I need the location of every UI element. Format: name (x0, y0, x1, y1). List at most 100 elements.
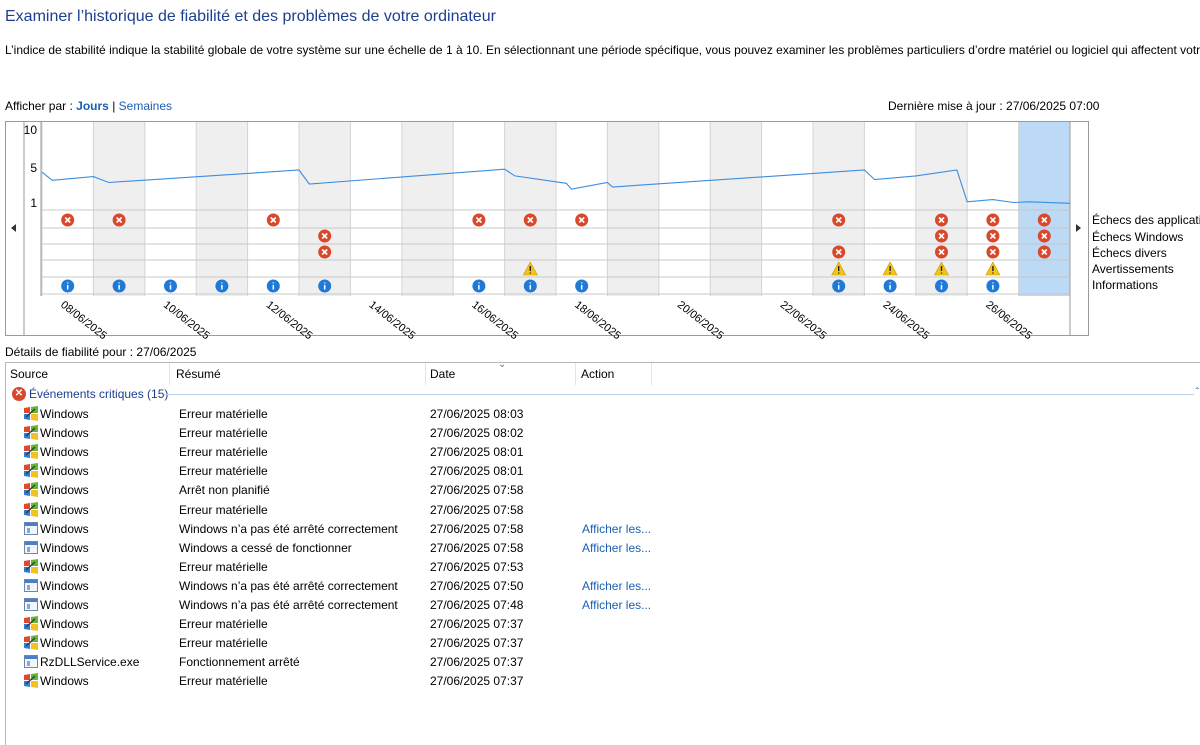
day-column[interactable] (453, 122, 505, 296)
row-summary: Erreur matérielle (179, 426, 268, 441)
error-cross (321, 248, 328, 256)
day-column[interactable] (144, 122, 197, 296)
day-column[interactable] (42, 122, 94, 296)
table-row[interactable]: Windows Erreur matérielle 27/06/2025 07:58 (6, 500, 1200, 519)
row-summary: Arrêt non planifié (179, 483, 270, 498)
row-action-link[interactable]: Afficher les... (582, 521, 652, 536)
group-critical-events[interactable]: ✕ Événements critiques (15) (12, 385, 1194, 403)
table-row[interactable]: Windows Erreur matérielle 27/06/2025 08:01 (6, 461, 1200, 480)
error-cross (116, 216, 123, 224)
collapse-chevron-icon[interactable]: ˆ (1195, 387, 1199, 398)
row-summary: Erreur matérielle (179, 464, 268, 479)
application-window-icon (24, 540, 38, 554)
row-action-link[interactable]: Afficher les... (582, 598, 652, 612)
scroll-right-icon[interactable] (1076, 224, 1081, 232)
row-date: 27/06/2025 07:58 (430, 521, 524, 536)
row-source: Windows (40, 464, 89, 479)
day-column[interactable] (607, 122, 659, 296)
windows-flag-icon (24, 406, 38, 421)
error-cross (938, 232, 945, 240)
page-description: L’indice de stabilité indique la stabili… (5, 43, 1200, 57)
error-cross (835, 248, 842, 256)
row-date: 27/06/2025 07:53 (430, 559, 524, 574)
row-date: 27/06/2025 07:37 (430, 617, 524, 632)
row-date: 27/06/2025 07:58 (430, 540, 524, 555)
table-row[interactable]: Windows Erreur matérielle 27/06/2025 08:01 (6, 442, 1200, 461)
row-summary: Erreur matérielle (179, 445, 268, 460)
windows-flag-icon (24, 444, 38, 460)
day-column[interactable] (710, 122, 762, 296)
day-column[interactable] (93, 122, 145, 296)
table-row[interactable]: Windows Windows n’a pas été arrêté correc… (6, 576, 1200, 595)
application-window-icon (24, 521, 38, 535)
table-row[interactable]: Windows Erreur matérielle 27/06/2025 07:37 (6, 671, 1200, 690)
error-cross (1041, 232, 1048, 240)
row-source: Windows (40, 521, 89, 536)
row-summary: Erreur matérielle (179, 559, 268, 574)
day-column[interactable] (196, 122, 248, 296)
legend-row-label: Échecs des applications (1092, 212, 1200, 227)
row-summary: Windows n’a pas été arrêté correctement (179, 578, 398, 593)
column-header-action[interactable]: Action (577, 363, 652, 385)
table-row[interactable]: Windows Arrêt non planifié 27/06/2025 07:5… (6, 480, 1200, 499)
y-tick-label: 10 (24, 123, 38, 137)
row-action-link[interactable]: Afficher les... (582, 540, 652, 555)
day-column[interactable] (247, 122, 299, 296)
last-update: Dernière mise à jour : 27/06/2025 07:00 (888, 99, 1100, 113)
row-source: Windows (40, 578, 89, 593)
table-row[interactable]: Windows Erreur matérielle 27/06/2025 08:02 (6, 423, 1200, 442)
row-source: Windows (40, 407, 89, 421)
view-by-days-link[interactable]: Jours (76, 99, 109, 113)
group-divider (164, 394, 1194, 395)
table-row[interactable]: Windows Erreur matérielle 27/06/2025 08:03 (6, 404, 1200, 423)
row-date: 27/06/2025 08:01 (430, 445, 524, 460)
view-by-separator: | (112, 99, 116, 113)
day-column[interactable] (401, 122, 454, 296)
row-source: Windows (40, 559, 89, 574)
column-header-date[interactable]: Date (426, 363, 576, 385)
day-column[interactable] (556, 122, 608, 296)
legend-row-label: Avertissements (1092, 262, 1174, 276)
error-cross (989, 248, 996, 256)
table-row[interactable]: RzDLLService.exe Fonctionnement arrêté 27/… (6, 652, 1200, 671)
legend-row-label: Informations (1092, 278, 1158, 292)
error-cross (475, 216, 482, 224)
sort-chevron-icon[interactable]: ⌄ (498, 362, 507, 370)
row-source: Windows (40, 483, 89, 498)
error-cross (321, 232, 328, 240)
stability-index-line (41, 168, 1071, 204)
row-source: Windows (40, 445, 89, 460)
row-summary: Erreur matérielle (179, 407, 268, 421)
row-date: 27/06/2025 07:37 (430, 655, 524, 670)
details-label: Détails de fiabilité pour : 27/06/2025 (5, 345, 197, 359)
error-cross (270, 216, 277, 224)
error-cross (64, 216, 71, 224)
row-date: 27/06/2025 07:50 (430, 578, 524, 593)
table-row[interactable]: Windows Windows a cessé de fonctionner 27/… (6, 538, 1200, 557)
scroll-left-icon[interactable] (11, 224, 16, 232)
error-cross (938, 216, 945, 224)
windows-flag-icon (24, 501, 38, 517)
table-row[interactable]: Windows Windows n’a pas été arrêté correc… (6, 519, 1200, 538)
column-header-summary[interactable]: Résumé (172, 363, 426, 385)
error-cross (989, 232, 996, 240)
day-column[interactable] (1018, 122, 1070, 296)
day-column[interactable] (299, 122, 351, 296)
day-column[interactable] (350, 122, 402, 296)
row-source: Windows (40, 502, 89, 517)
table-row[interactable]: Windows Erreur matérielle 27/06/2025 07:37 (6, 633, 1200, 652)
table-row[interactable]: Windows Erreur matérielle 27/06/2025 07:37 (6, 614, 1200, 633)
row-action-link[interactable]: Afficher les... (582, 578, 652, 593)
table-row[interactable]: Windows Erreur matérielle 27/06/2025 07:53 (6, 557, 1200, 576)
row-source: Windows (40, 540, 89, 555)
day-column[interactable] (761, 122, 813, 296)
row-source: Windows (40, 426, 89, 441)
error-cross (989, 216, 996, 224)
column-header-source[interactable]: Source (6, 363, 170, 385)
legend-row-label: Échecs divers (1092, 245, 1167, 260)
table-row[interactable]: Windows Windows n’a pas été arrêté correc… (6, 595, 1200, 614)
day-column[interactable] (658, 122, 711, 296)
view-by-weeks-link[interactable]: Semaines (118, 99, 173, 113)
error-cross (578, 216, 585, 224)
